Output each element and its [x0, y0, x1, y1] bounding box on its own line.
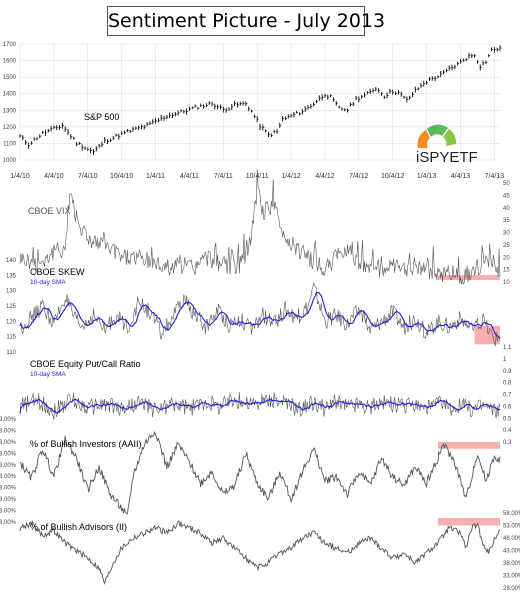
- x-tick-label: 1/4/12: [281, 173, 301, 180]
- y-tick-label: 120: [6, 319, 17, 325]
- series-line-aaii: [19, 430, 501, 515]
- y-tick-label: 1.1: [503, 345, 512, 351]
- y-tick-label: 115: [6, 335, 16, 341]
- y-tick-label: 1: [503, 357, 507, 363]
- y-tick-label: 30: [503, 231, 510, 237]
- y-tick-label: 38.00%: [0, 474, 17, 480]
- x-tick-label: 10/4/11: [246, 173, 269, 180]
- y-tick-label: 33.00%: [503, 574, 520, 580]
- y-tick-label: 1200: [3, 125, 17, 131]
- y-tick-label: 0.7: [503, 393, 512, 399]
- y-tick-label: 130: [6, 289, 17, 295]
- x-tick-label: 1/4/11: [146, 173, 165, 180]
- x-tick-label: 7/4/10: [78, 173, 98, 180]
- panel-label-spx: S&P 500: [84, 112, 119, 122]
- y-tick-label: 58.00%: [503, 511, 520, 517]
- y-tick-label: 0.5: [503, 416, 512, 422]
- y-tick-label: 135: [6, 273, 17, 279]
- y-tick-label: 1100: [3, 141, 17, 147]
- y-tick-label: 1600: [3, 59, 17, 65]
- y-tick-label: 1300: [3, 108, 17, 114]
- y-tick-label: 0.6: [503, 404, 512, 410]
- sma-line-skew: [19, 291, 501, 339]
- y-tick-label: 40: [503, 206, 510, 212]
- x-tick-label: 7/4/11: [214, 173, 233, 180]
- y-tick-label: 58.00%: [0, 428, 17, 434]
- y-tick-label: 48.00%: [0, 451, 17, 457]
- y-tick-label: 23.00%: [0, 509, 17, 515]
- y-tick-label: 53.00%: [0, 440, 17, 446]
- y-tick-label: 1700: [3, 42, 17, 48]
- panel-label-aaii: % of Bullish Investors (AAII): [30, 439, 142, 449]
- y-tick-label: 28.00%: [0, 497, 17, 503]
- highlight-ii: [437, 518, 500, 526]
- y-tick-label: 125: [6, 304, 17, 310]
- series-layer: [19, 45, 502, 585]
- y-tick-label: 0.9: [503, 369, 512, 375]
- y-tick-label: 10: [503, 280, 510, 286]
- y-tick-label: 35: [503, 218, 510, 224]
- panel-label-vix: CBOE VIX: [28, 206, 71, 216]
- label-layer: 1/4/10 4/4/10 7/4/10 10/4/10 1/4/11 4/4/11 7/4…: [0, 42, 520, 592]
- y-tick-label: 33.00%: [0, 486, 17, 492]
- y-tick-label: 63.00%: [0, 417, 17, 423]
- logo-lime-icon: [443, 129, 457, 146]
- grid-layer: [19, 43, 500, 161]
- y-tick-label: 50: [503, 181, 510, 187]
- y-tick-label: 0.3: [503, 440, 512, 446]
- x-tick-label: 1/4/13: [417, 173, 437, 180]
- y-tick-label: 1400: [3, 92, 17, 98]
- y-tick-label: 20: [503, 255, 510, 261]
- ispyetf-logo: iSPYETF: [416, 124, 478, 166]
- x-tick-label: 7/4/12: [349, 173, 369, 180]
- y-tick-label: 1000: [3, 158, 17, 164]
- y-tick-label: 43.00%: [503, 549, 520, 555]
- x-tick-label: 4/4/11: [180, 173, 199, 180]
- x-tick-label: 1/4/10: [10, 173, 30, 180]
- sma-label-skew: 10-day SMA: [30, 279, 66, 286]
- series-line-skew: [19, 282, 501, 347]
- x-tick-label: 4/4/12: [315, 173, 335, 180]
- panel-label-ii: % of Bullish Advisors (II): [30, 522, 127, 532]
- highlight-aaii: [437, 441, 500, 449]
- logo-orange-icon: [417, 130, 430, 148]
- logo-green-icon: [427, 124, 448, 137]
- y-tick-label: 38.00%: [503, 561, 520, 567]
- y-tick-label: 110: [6, 350, 16, 356]
- logo-text: iSPYETF: [416, 149, 478, 166]
- y-tick-label: 15: [503, 268, 510, 274]
- y-tick-label: 43.00%: [0, 463, 17, 469]
- x-tick-label: 4/4/10: [44, 173, 64, 180]
- x-tick-label: 10/4/10: [110, 173, 133, 180]
- y-tick-label: 45: [503, 193, 510, 199]
- chart-title: Sentiment Picture - July 2013: [107, 6, 385, 36]
- y-tick-label: 0.8: [503, 381, 512, 387]
- panel-label-skew: CBOE SKEW: [30, 267, 85, 277]
- x-tick-label: 4/4/13: [451, 173, 471, 180]
- y-tick-label: 53.00%: [503, 524, 520, 530]
- y-tick-label: 28.00%: [503, 586, 520, 592]
- y-tick-label: 0.4: [503, 428, 512, 434]
- y-tick-label: 18.00%: [0, 520, 17, 526]
- series-line-vix: [19, 168, 501, 285]
- panel-label-putcall: CBOE Equity Put/Call Ratio: [30, 359, 141, 369]
- y-tick-label: 1500: [3, 75, 17, 81]
- sma-label-putcall: 10-day SMA: [30, 371, 66, 378]
- highlight-vix: [437, 275, 500, 281]
- y-tick-label: 48.00%: [503, 536, 520, 542]
- x-tick-label: 10/4/12: [381, 173, 404, 180]
- series-line-ii: [19, 519, 501, 585]
- sma-line-putcall: [19, 398, 501, 414]
- y-tick-label: 25: [503, 243, 510, 249]
- y-tick-label: 140: [6, 258, 17, 264]
- x-tick-label: 7/4/13: [485, 173, 505, 180]
